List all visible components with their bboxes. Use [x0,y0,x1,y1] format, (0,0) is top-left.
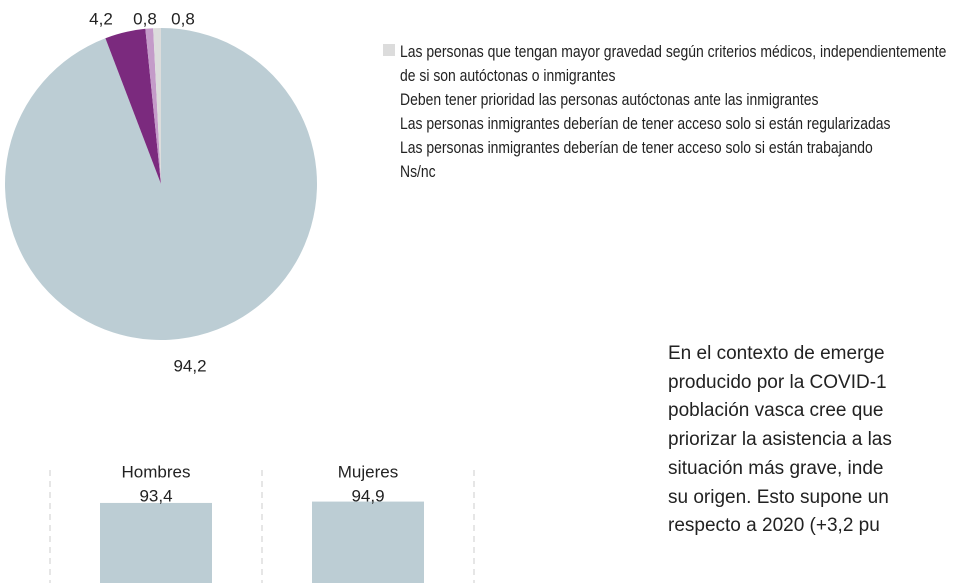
category-label: Hombres [122,462,191,481]
paragraph-line: situación más grave, inde [668,457,884,479]
paragraph-line: población vasca cree que [668,400,884,422]
legend-item: Ns/nc [383,44,957,184]
legend-item: Las personas inmigrantes deberían de ten… [383,44,957,160]
category-label: Mujeres [338,462,398,481]
legend-label: Ns/nc [400,162,436,181]
legend-item: Las personas inmigrantes deberían de ten… [383,44,957,136]
legend-label: Las personas inmigrantes deberían de ten… [400,138,873,157]
pie-slice [153,28,161,184]
slice-label: 94,2 [173,356,206,375]
pie-slice [4,28,318,341]
slice-label: 4,2 [89,9,113,28]
paragraph-line: respecto a 2020 (+3,2 pu [668,515,880,537]
legend-label: Las personas inmigrantes deberían de ten… [400,114,891,133]
value-label: 94,9 [351,486,384,505]
pie-slice [105,28,161,184]
paragraph: En el contexto de emerge producido por la… [668,340,892,541]
pie-slice [145,28,161,184]
legend: Las personas que tengan mayor gravedad s… [383,40,957,184]
legend-item: Las personas que tengan mayor gravedad s… [383,40,957,88]
bar [312,501,424,583]
bar [100,502,212,583]
legend-item: Deben tener prioridad las personas autóc… [383,44,957,112]
paragraph-line: su origen. Esto supone un [668,486,889,508]
slice-label: 0,8 [171,9,195,28]
value-label: 93,4 [139,486,172,505]
legend-label: Las personas que tengan mayor gravedad s… [400,42,947,85]
paragraph-line: producido por la COVID-1 [668,371,887,393]
legend-label: Deben tener prioridad las personas autóc… [400,90,819,109]
slice-label: 0,8 [133,9,157,28]
legend-swatch [383,44,395,56]
paragraph-line: En el contexto de emerge [668,343,885,364]
paragraph-line: priorizar la asistencia a las [668,429,892,451]
